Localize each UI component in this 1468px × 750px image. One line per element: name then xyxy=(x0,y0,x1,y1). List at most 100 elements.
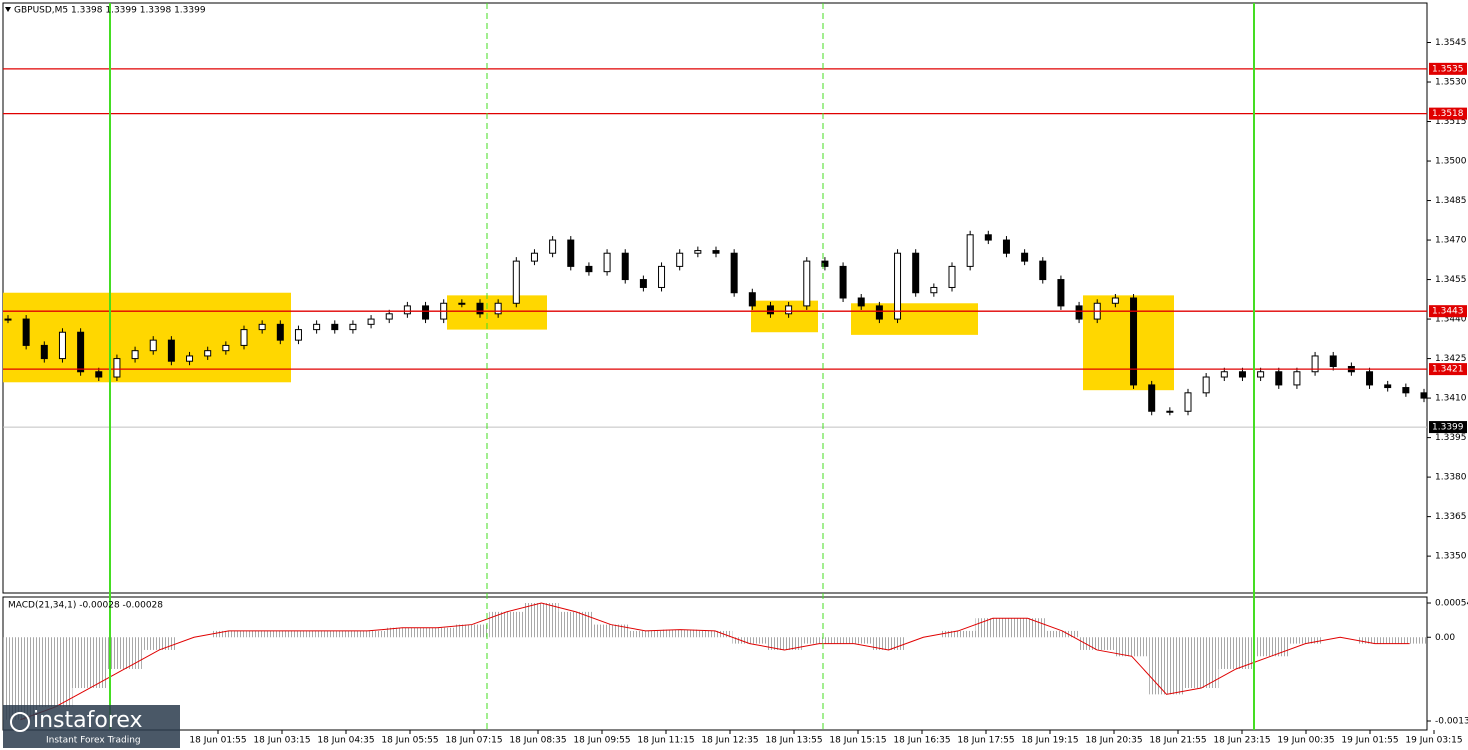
level-tag-label: 1.3535 xyxy=(1432,64,1464,74)
macd-bar xyxy=(385,627,420,638)
level-tag xyxy=(1429,363,1467,376)
candle xyxy=(1329,355,1337,367)
macd-bar xyxy=(280,630,316,638)
level-tag xyxy=(1429,62,1467,75)
candle xyxy=(984,234,992,241)
candle xyxy=(1366,371,1374,386)
candle xyxy=(222,344,230,352)
macd-signal xyxy=(20,602,1410,721)
candle xyxy=(676,252,684,267)
candle xyxy=(349,323,357,331)
macd-bar xyxy=(975,618,1011,638)
current-price-label: 1.3399 xyxy=(1432,423,1464,433)
current-price-tag xyxy=(1429,421,1467,434)
candle xyxy=(839,265,847,299)
x-tick-label: 18 Jun 20:35 xyxy=(1085,736,1142,746)
candle xyxy=(785,305,793,315)
x-tick-label: 18 Jun 05:55 xyxy=(381,736,438,746)
macd-tick-label: 0.00 xyxy=(1435,633,1455,643)
macd-bar xyxy=(1288,637,1323,644)
level-tag xyxy=(1429,107,1467,120)
level-tag-label: 1.3443 xyxy=(1432,307,1464,317)
candle xyxy=(367,318,375,325)
candle xyxy=(422,305,430,320)
logo-box xyxy=(3,705,180,748)
x-tick-label: 18 Jun 08:35 xyxy=(509,736,566,746)
y-tick-label: 1.3545 xyxy=(1435,38,1467,48)
macd-bar xyxy=(141,637,177,650)
level-tag xyxy=(1429,305,1467,318)
candle xyxy=(113,358,121,378)
candle xyxy=(1420,392,1428,399)
logo-tagline: Instant Forex Trading xyxy=(46,736,141,746)
x-tick-label: 18 Jun 09:55 xyxy=(573,736,630,746)
x-tick-label: 18 Jun 07:15 xyxy=(445,736,502,746)
x-tick-label: 18 Jun 17:55 xyxy=(957,736,1014,746)
macd-bar xyxy=(37,637,73,708)
candle xyxy=(694,250,702,254)
candle xyxy=(1202,376,1210,394)
candle xyxy=(258,323,266,331)
macd-bar xyxy=(836,637,872,644)
macd-bar xyxy=(697,630,733,638)
macd-bar xyxy=(1044,630,1080,638)
macd-bar xyxy=(1357,637,1393,644)
macd-bar xyxy=(454,624,490,638)
candle xyxy=(966,234,974,267)
macd-bar xyxy=(72,637,108,689)
macd-bar xyxy=(628,630,663,638)
macd-label: MACD(21,34,1) -0.00028 -0.00028 xyxy=(8,601,163,611)
macd-bar xyxy=(107,637,142,669)
candle xyxy=(930,286,938,294)
candle xyxy=(331,323,339,331)
y-tick-label: 1.3365 xyxy=(1435,512,1467,522)
candle xyxy=(385,313,393,320)
macd-bar xyxy=(1183,637,1219,689)
macd-bar xyxy=(1149,637,1184,695)
zone xyxy=(851,303,978,335)
plot-layer: 1.3545 1.3530 1.3515 1.3500 1.3485 1.3470 1.34… xyxy=(3,38,1468,746)
x-tick-label: 18 Jun 21:55 xyxy=(1149,736,1206,746)
candle xyxy=(476,302,484,315)
macd-bar xyxy=(732,637,768,644)
logo-name: instaforex xyxy=(33,708,143,733)
candle xyxy=(875,305,883,320)
title-arrow xyxy=(5,7,11,12)
candle xyxy=(1039,260,1047,281)
candle xyxy=(1220,371,1228,378)
macd-bar xyxy=(1253,637,1289,657)
x-tick-label: 18 Jun 15:15 xyxy=(829,736,886,746)
x-tick-label: 18 Jun 13:55 xyxy=(765,736,822,746)
x-tick-label: 19 Jun 01:55 xyxy=(1341,736,1398,746)
candle xyxy=(549,239,557,254)
candle xyxy=(294,329,302,341)
candle xyxy=(77,331,85,373)
y-tick-label: 1.3515 xyxy=(1435,117,1467,127)
candle xyxy=(948,265,956,288)
candle xyxy=(40,344,48,360)
level-tag-label: 1.3518 xyxy=(1432,109,1464,119)
y-tick-label: 1.3350 xyxy=(1435,552,1467,562)
candle xyxy=(748,292,756,307)
x-tick-label: 18 Jun 04:35 xyxy=(317,736,374,746)
candle xyxy=(149,339,157,352)
macd-bar xyxy=(211,630,247,638)
candle xyxy=(1238,371,1246,378)
candle xyxy=(1402,387,1410,394)
candle xyxy=(603,252,611,273)
x-tick-label: 18 Jun 16:35 xyxy=(893,736,950,746)
y-tick-label: 1.3530 xyxy=(1435,78,1467,88)
candle xyxy=(1384,384,1392,389)
y-tick-label: 1.3395 xyxy=(1435,433,1467,443)
candle xyxy=(621,252,629,281)
logo-icon xyxy=(10,712,30,732)
macd-bar xyxy=(419,627,455,638)
macd-bar xyxy=(801,637,837,644)
macd-bar xyxy=(350,630,386,638)
candle xyxy=(167,339,175,362)
macd-bar xyxy=(246,630,281,638)
macd-bar xyxy=(1079,637,1115,650)
macd-bar xyxy=(1010,618,1045,638)
candle xyxy=(712,250,720,254)
